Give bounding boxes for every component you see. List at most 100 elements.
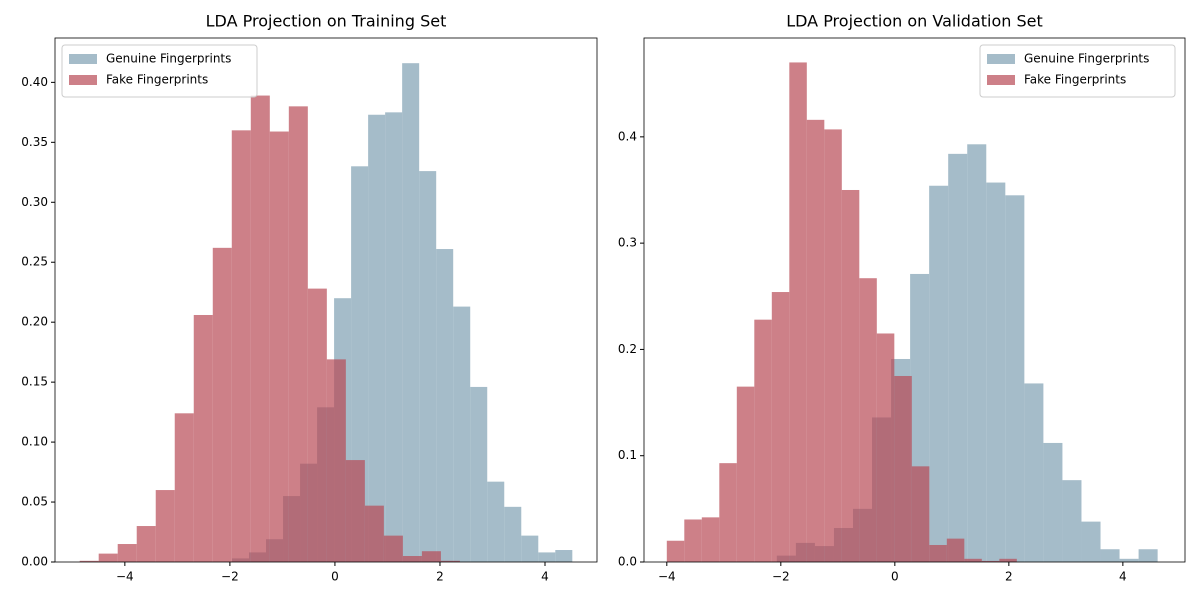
legend: Genuine Fingerprints Fake Fingerprints [61,44,258,98]
x-tick-label: 0 [891,570,899,584]
plot-frame [54,37,598,563]
legend-swatch [69,75,97,85]
histogram-bar [136,526,156,562]
x-tick-label: −2 [221,570,239,584]
histogram-bar [98,553,118,562]
histogram-bar [538,552,556,562]
histogram-bar [421,551,441,562]
y-tick-label: 0.1 [618,448,637,462]
chart-title: LDA Projection on Training Set [206,12,447,31]
histogram-bar [79,560,99,562]
histogram-bar [250,95,270,562]
histogram-bar [470,386,488,562]
histogram-bar [1043,442,1063,562]
histogram-bar [789,62,807,562]
y-tick-label: 0.40 [21,75,48,89]
y-tick-label: 0.2 [618,342,637,356]
histogram-bar [231,130,251,562]
histogram-bar [754,319,772,562]
x-tick-label: −4 [116,570,134,584]
histogram-bar [946,538,965,562]
histogram-bar [894,375,912,562]
histogram-bar [1138,549,1158,562]
legend-label: Fake Fingerprints [106,73,208,87]
histogram-bar [269,131,289,562]
histogram-bar [402,63,420,562]
histogram-bar [174,413,194,562]
histogram-bar [402,556,422,562]
histogram-bar [419,171,437,563]
y-tick-label: 0.0 [618,555,637,569]
y-tick-label: 0.10 [21,435,48,449]
y-tick-label: 0.30 [21,195,48,209]
legend-swatch [69,54,97,64]
histogram-bar [948,153,968,563]
panel: LDA Projection on Validation Set −4 −2 0 2 4 0… [618,12,1186,584]
y-tick-label: 0.05 [21,495,48,509]
histogram-bar [911,466,930,562]
histogram-bar [453,306,471,562]
legend-box [61,44,258,98]
x-tick-label: 0 [331,570,339,584]
histogram-bar [288,106,308,562]
y-tick-label: 0.00 [21,555,48,569]
histogram-bar [771,292,790,562]
legend-box [979,44,1176,98]
histogram-bar [487,481,505,562]
histogram-bar [326,359,346,562]
histogram-bar [666,540,685,562]
histogram-bar [385,112,403,562]
histogram-bar [193,314,213,562]
y-tick-label: 0.3 [618,236,637,250]
x-tick-label: −2 [772,570,790,584]
histogram-bar [964,558,982,562]
y-tick-label: 0.25 [21,255,48,269]
histogram-bar [364,505,384,562]
histogram-bar [1024,383,1044,562]
legend-label: Genuine Fingerprints [1024,52,1149,66]
histogram-bar [929,544,947,562]
histogram-bar [986,182,1006,562]
histogram-bar [1119,558,1139,562]
histogram-bar [555,550,573,562]
legend-swatch [987,54,1015,64]
x-tick-label: 4 [541,570,549,584]
histogram-bar [1081,521,1101,562]
histogram-bar [307,288,327,562]
histogram-bar [701,517,720,562]
y-tick-label: 0.20 [21,315,48,329]
legend-swatch [987,75,1015,85]
histogram-bar [806,119,825,562]
y-tick-label: 0.4 [618,129,637,143]
histogram-bar [436,249,454,563]
histogram-bar [155,490,175,562]
histogram-bar [824,129,842,562]
y-tick-label: 0.15 [21,375,48,389]
x-tick-label: 2 [436,570,444,584]
histogram-bar [929,185,949,563]
x-tick-label: 4 [1119,570,1127,584]
histogram-bar [981,560,1000,562]
legend: Genuine Fingerprints Fake Fingerprints [979,44,1176,98]
histogram-bar [967,144,987,562]
histogram-bar [1062,480,1082,562]
legend-label: Genuine Fingerprints [106,52,231,66]
plot-frame [643,37,1186,563]
histogram-bar [684,519,702,562]
histogram-bar [736,386,755,562]
histogram-bar [1005,195,1025,563]
histogram-bar [212,247,232,562]
legend-label: Fake Fingerprints [1024,73,1126,87]
histogram-bar [876,333,895,562]
chart-title: LDA Projection on Validation Set [786,12,1043,31]
histogram-bar [345,460,365,562]
histogram-bar [521,535,539,562]
histogram-bar [841,189,860,562]
histogram-bar [999,558,1017,562]
histogram-bar [859,278,877,562]
panel: LDA Projection on Training Set −4 −2 0 2 4 0.0… [21,12,598,584]
histogram-bar [1100,549,1120,562]
x-tick-label: −4 [658,570,676,584]
